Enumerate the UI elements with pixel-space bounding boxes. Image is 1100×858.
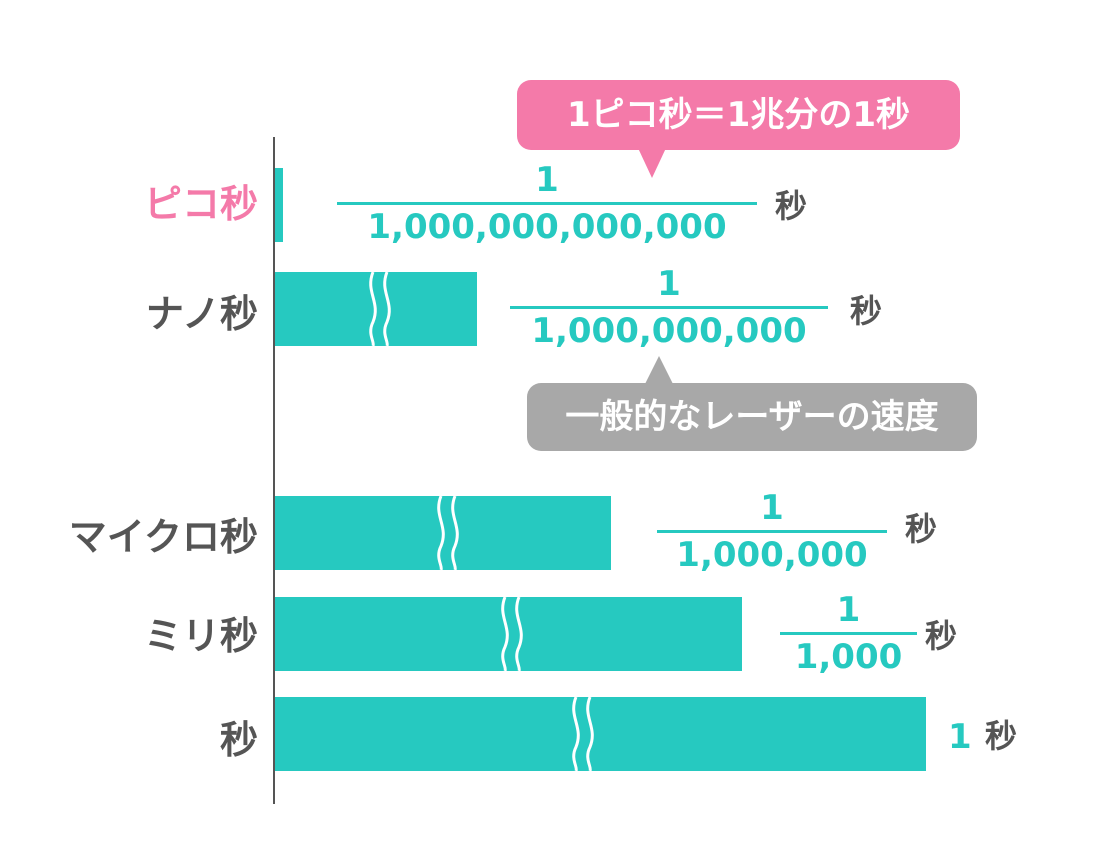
bar-micro: [275, 495, 611, 571]
bar-second: [275, 696, 926, 772]
row-label-pico: ピコ秒: [143, 182, 258, 226]
fraction-denominator: 1,000,000,000: [531, 311, 807, 351]
bar-pico: [275, 168, 283, 242]
row-label-nano: ナノ秒: [145, 292, 258, 336]
unit-second: 秒: [985, 717, 1018, 755]
bar-milli: [275, 596, 742, 672]
value-second: 1: [948, 717, 972, 757]
fraction-milli: 1 1,000: [780, 590, 917, 677]
bar-nano: [275, 271, 477, 347]
fraction-bar: [780, 632, 917, 635]
row-label-second: 秒: [219, 718, 258, 762]
fraction-numerator: 1: [760, 488, 784, 528]
unit-nano: 秒: [850, 292, 883, 330]
fraction-pico: 1 1,000,000,000,000: [337, 160, 757, 247]
fraction-numerator: 1: [657, 264, 681, 304]
break-mark: [437, 495, 459, 571]
fraction-bar: [337, 202, 757, 205]
vertical-axis: [273, 137, 275, 804]
fraction-denominator: 1,000,000,000,000: [367, 207, 727, 247]
break-mark: [572, 696, 594, 772]
fraction-denominator: 1,000,000: [676, 535, 868, 575]
fraction-numerator: 1: [535, 160, 559, 200]
unit-pico: 秒: [775, 187, 808, 225]
break-mark: [501, 596, 523, 672]
fraction-bar: [510, 306, 828, 309]
fraction-micro: 1 1,000,000: [657, 488, 887, 575]
fraction-denominator: 1,000: [794, 637, 903, 677]
fraction-nano: 1 1,000,000,000: [510, 264, 828, 351]
unit-micro: 秒: [905, 510, 938, 548]
break-mark: [369, 271, 391, 347]
laser-callout-pointer: [645, 356, 673, 384]
row-label-milli: ミリ秒: [143, 614, 258, 658]
unit-milli: 秒: [925, 617, 958, 655]
fraction-numerator: 1: [836, 590, 861, 630]
pico-definition-callout: 1ピコ秒＝1兆分の1秒: [517, 80, 960, 150]
pico-callout-pointer: [638, 148, 666, 178]
row-label-micro: マイクロ秒: [68, 515, 258, 559]
laser-speed-callout: 一般的なレーザーの速度: [527, 383, 977, 451]
fraction-bar: [657, 530, 887, 533]
